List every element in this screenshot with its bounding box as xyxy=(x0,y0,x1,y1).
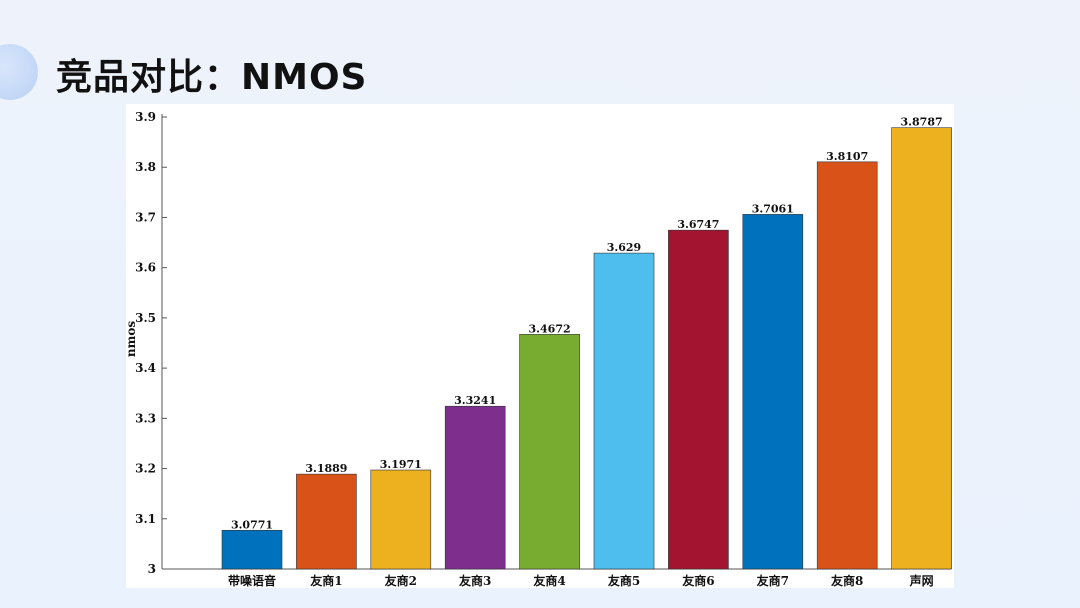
bar xyxy=(668,229,729,570)
y-tick-label: 3 xyxy=(148,562,156,576)
bar-value-label: 3.4672 xyxy=(529,322,571,335)
bar xyxy=(742,214,804,570)
bar xyxy=(519,334,580,570)
bar xyxy=(444,405,506,570)
x-category-label: 友商2 xyxy=(384,573,417,588)
bar-value-label: 3.8107 xyxy=(826,150,868,163)
bars xyxy=(221,127,952,570)
value-labels: 3.0771 3.1889 3.1971 3.3241 3.4672 3.629 3.674… xyxy=(231,116,943,532)
y-tick-label: 3.3 xyxy=(135,411,156,425)
x-category-label: 声网 xyxy=(909,573,934,588)
bar xyxy=(296,473,357,570)
bar xyxy=(816,161,878,570)
bar xyxy=(891,127,952,570)
bar-value-label: 3.6747 xyxy=(677,218,719,231)
x-category-label: 友商4 xyxy=(532,573,565,588)
y-tick-label: 3.6 xyxy=(135,261,156,275)
x-category-label: 带噪语音 xyxy=(228,573,276,588)
bar-value-label: 3.3241 xyxy=(454,394,496,407)
bar-value-label: 3.0771 xyxy=(231,518,273,531)
decorative-circle xyxy=(0,44,38,100)
bar-value-label: 3.1971 xyxy=(380,458,422,471)
x-category-label: 友商6 xyxy=(681,573,714,588)
bar xyxy=(221,529,283,570)
bar-chart: 3 3.1 3.2 3.3 3.4 3.5 3.6 3.7 3.8 3.9 3.0771 3.188… xyxy=(126,110,952,588)
bar-value-label: 3.1889 xyxy=(305,462,347,475)
page-title: 竞品对比：NMOS xyxy=(56,57,368,98)
y-tick-label: 3.5 xyxy=(135,311,156,325)
y-tick-label: 3.1 xyxy=(135,512,156,526)
y-axis-label: nmos xyxy=(126,321,138,357)
bar-value-label: 3.8787 xyxy=(901,116,943,129)
x-category-label: 友商3 xyxy=(458,573,491,588)
category-labels: 带噪语音 友商1 友商2 友商3 友商4 友商5 友商6 友商7 友商8 声网 xyxy=(228,573,934,588)
y-ticks: 3 3.1 3.2 3.3 3.4 3.5 3.6 3.7 3.8 3.9 xyxy=(135,110,167,576)
bar-value-label: 3.629 xyxy=(607,241,641,254)
y-tick-label: 3.9 xyxy=(135,110,156,124)
x-category-label: 友商8 xyxy=(830,573,863,588)
x-category-label: 友商1 xyxy=(309,573,342,588)
chart-panel: 3 3.1 3.2 3.3 3.4 3.5 3.6 3.7 3.8 3.9 3.0771 3.188… xyxy=(126,104,954,588)
y-tick-label: 3.7 xyxy=(135,210,156,224)
y-tick-label: 3.8 xyxy=(135,160,156,174)
bar xyxy=(593,252,655,570)
x-category-label: 友商7 xyxy=(756,573,789,588)
bar-value-label: 3.7061 xyxy=(752,202,794,215)
bar xyxy=(370,469,432,570)
y-tick-label: 3.4 xyxy=(135,361,156,375)
x-category-label: 友商5 xyxy=(607,573,640,588)
y-tick-label: 3.2 xyxy=(135,462,156,476)
